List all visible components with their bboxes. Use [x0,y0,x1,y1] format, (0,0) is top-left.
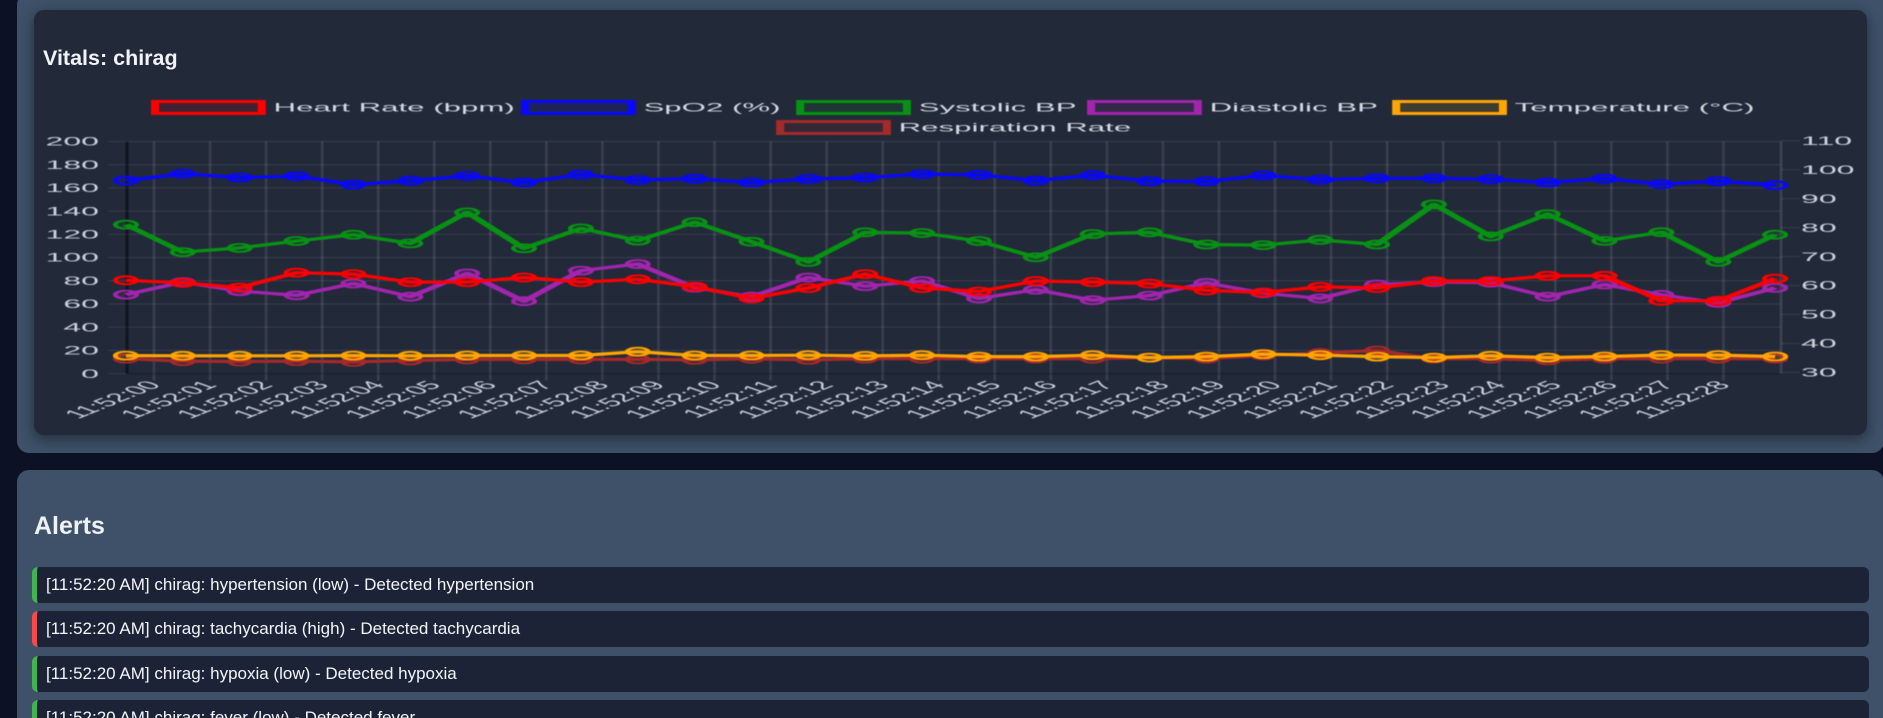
svg-text:180: 180 [46,158,99,171]
svg-text:SpO2 (%): SpO2 (%) [643,101,780,114]
svg-text:200: 200 [46,135,99,148]
svg-text:Heart Rate (bpm): Heart Rate (bpm) [274,101,515,114]
svg-text:Diastolic BP: Diastolic BP [1210,101,1378,114]
svg-text:140: 140 [46,205,99,218]
svg-text:100: 100 [46,251,99,264]
svg-text:Systolic BP: Systolic BP [919,101,1077,114]
svg-text:30: 30 [1801,366,1837,379]
svg-text:110: 110 [1801,135,1852,148]
svg-text:40: 40 [1801,337,1837,350]
svg-text:50: 50 [1801,308,1837,321]
svg-text:Temperature (°C): Temperature (°C) [1515,101,1755,114]
svg-text:40: 40 [63,321,99,334]
svg-text:80: 80 [63,275,99,288]
svg-text:100: 100 [1801,163,1854,176]
svg-text:0: 0 [81,367,99,380]
svg-text:80: 80 [1801,221,1837,234]
svg-text:20: 20 [63,344,99,357]
svg-text:120: 120 [46,228,99,241]
svg-text:160: 160 [46,182,99,195]
svg-text:90: 90 [1801,192,1837,205]
svg-text:70: 70 [1801,250,1837,263]
svg-text:60: 60 [1801,279,1837,292]
svg-text:60: 60 [63,298,99,311]
svg-text:Respiration Rate: Respiration Rate [899,121,1132,134]
